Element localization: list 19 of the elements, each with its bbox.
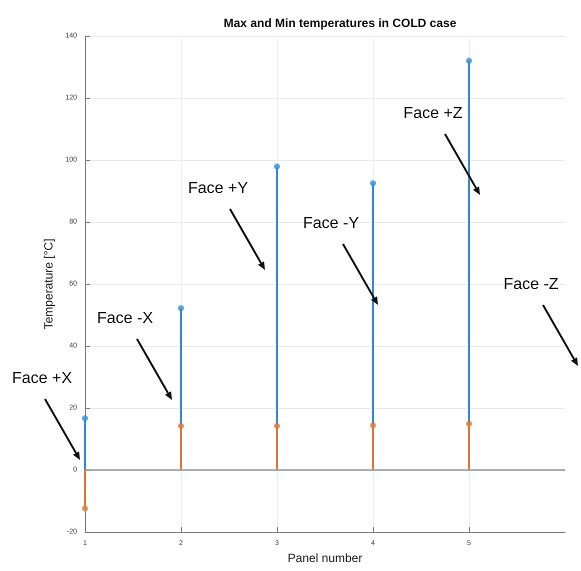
y-axis-title: Temperature [°C] (41, 238, 56, 330)
point (274, 164, 280, 170)
annotation: Face +Z (403, 105, 463, 122)
annotation: Face +Y (188, 180, 248, 197)
x-axis-title: Panel number (288, 551, 362, 565)
point (178, 305, 184, 312)
point (466, 58, 472, 64)
point (274, 422, 280, 429)
point (370, 422, 376, 428)
annotation: Face -Z (503, 276, 559, 293)
annotation: Face -X (96, 310, 154, 327)
point (178, 422, 184, 429)
point (466, 420, 472, 427)
point (82, 505, 88, 512)
point (370, 180, 376, 186)
text: Face +X (12, 370, 72, 387)
chart-title: Max and Min temperatures in COLD case (224, 16, 457, 30)
point (82, 415, 88, 422)
annotation: Face -Y (302, 215, 360, 232)
